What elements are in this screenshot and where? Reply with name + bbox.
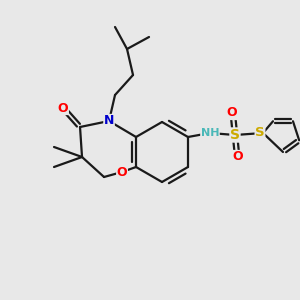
Text: S: S: [230, 128, 240, 142]
Text: N: N: [104, 115, 114, 128]
Text: O: O: [58, 101, 68, 115]
Text: O: O: [117, 166, 127, 178]
Text: O: O: [233, 151, 243, 164]
Text: O: O: [227, 106, 237, 119]
Text: NH: NH: [201, 128, 219, 138]
Text: S: S: [255, 127, 265, 140]
